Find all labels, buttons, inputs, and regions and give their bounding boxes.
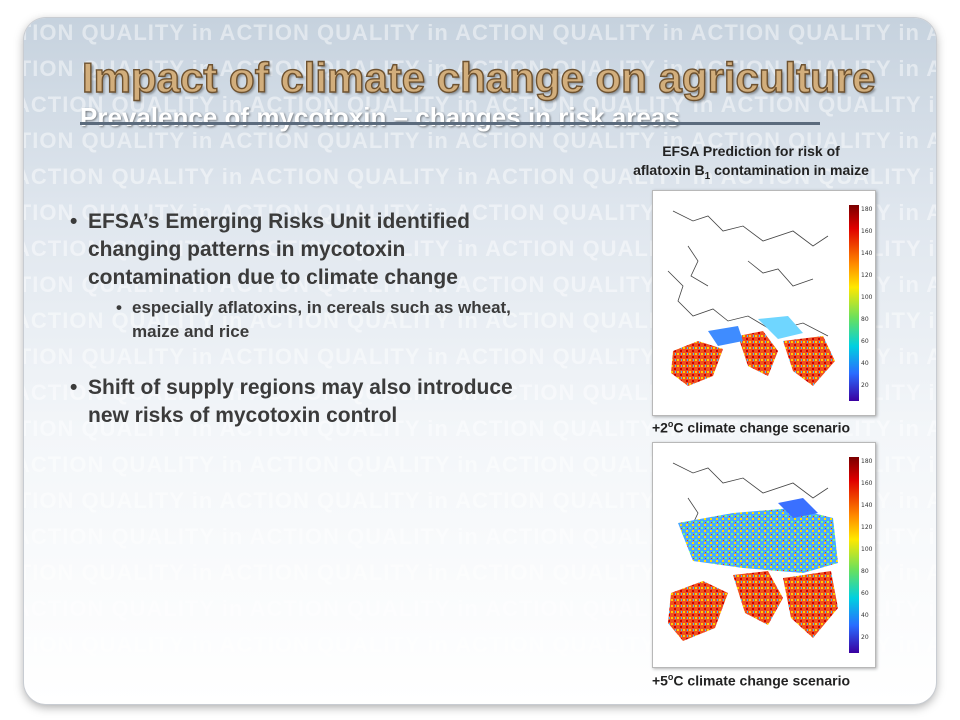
risk-map-2c: 180 160 140 120 100 80 60 40 20 xyxy=(652,190,876,416)
slide: ACTION QUALITY in ACTION QUALITY in ACTI… xyxy=(24,18,936,704)
scale-tick: 140 xyxy=(861,502,873,509)
subtitle-strike-line xyxy=(80,122,820,125)
scale-tick: 40 xyxy=(861,360,869,367)
scale-tick: 160 xyxy=(861,480,873,487)
map-caption-5c: +5oC climate change scenario xyxy=(651,672,851,689)
figure-caption-line2: aflatoxin B1 contamination in maize xyxy=(633,162,869,182)
scale-tick: 80 xyxy=(861,568,869,575)
map-caption-2c: +2oC climate change scenario xyxy=(651,419,851,436)
scale-tick: 140 xyxy=(861,250,873,257)
slide-title: Impact of climate change on agriculture xyxy=(81,53,876,101)
watermark-row: ACTION QUALITY in ACTION QUALITY in ACTI… xyxy=(24,92,936,117)
figure-caption-line1: EFSA Prediction for risk of xyxy=(662,143,840,159)
watermark-row: ACTION QUALITY in ACTION QUALITY in ACTI… xyxy=(24,416,936,441)
risk-map-5c: 180 160 140 120 100 80 60 40 20 xyxy=(652,442,876,668)
scale-tick: 120 xyxy=(861,272,873,279)
bullet-text: EFSA’s Emerging Risks Unit identified ch… xyxy=(88,210,470,289)
color-scale xyxy=(849,205,859,401)
scale-tick: 60 xyxy=(861,338,869,345)
sub-bullet-list: • especially aflatoxins, in cereals such… xyxy=(88,296,530,344)
watermark-row: ACTION QUALITY in ACTION QUALITY in ACTI… xyxy=(24,20,936,45)
bullet-item: • EFSA’s Emerging Risks Unit identified … xyxy=(70,208,530,344)
scale-tick: 100 xyxy=(861,294,873,301)
bullet-dot-icon: • xyxy=(116,298,122,317)
sub-bullet-item: • especially aflatoxins, in cereals such… xyxy=(116,296,530,344)
bullet-dot-icon: • xyxy=(70,376,78,399)
bullet-dot-icon: • xyxy=(70,210,78,233)
bullet-item: • Shift of supply regions may also intro… xyxy=(70,374,530,430)
color-scale xyxy=(849,457,859,653)
bullet-list: • EFSA’s Emerging Risks Unit identified … xyxy=(70,208,530,438)
bullet-text: Shift of supply regions may also introdu… xyxy=(88,376,513,427)
scale-tick: 40 xyxy=(861,612,869,619)
scale-tick: 20 xyxy=(861,382,869,389)
scale-tick: 20 xyxy=(861,634,869,641)
slide-subtitle: Prevalence of mycotoxin – changes in ris… xyxy=(80,102,680,132)
scale-tick: 120 xyxy=(861,524,873,531)
figure-caption: EFSA Prediction for risk of aflatoxin B1… xyxy=(586,142,916,186)
watermark-row: ACTION QUALITY in ACTION QUALITY in ACTI… xyxy=(24,128,936,153)
scale-tick: 180 xyxy=(861,458,873,465)
sub-bullet-text: especially aflatoxins, in cereals such a… xyxy=(132,298,511,341)
scale-tick: 180 xyxy=(861,206,873,213)
scale-tick: 160 xyxy=(861,228,873,235)
scale-tick: 80 xyxy=(861,316,869,323)
watermark-row: ACTION QUALITY in ACTION QUALITY in ACTI… xyxy=(24,164,936,189)
scale-tick: 60 xyxy=(861,590,869,597)
scale-tick: 100 xyxy=(861,546,873,553)
watermark-row: ACTION QUALITY in ACTION QUALITY in ACTI… xyxy=(24,56,936,81)
